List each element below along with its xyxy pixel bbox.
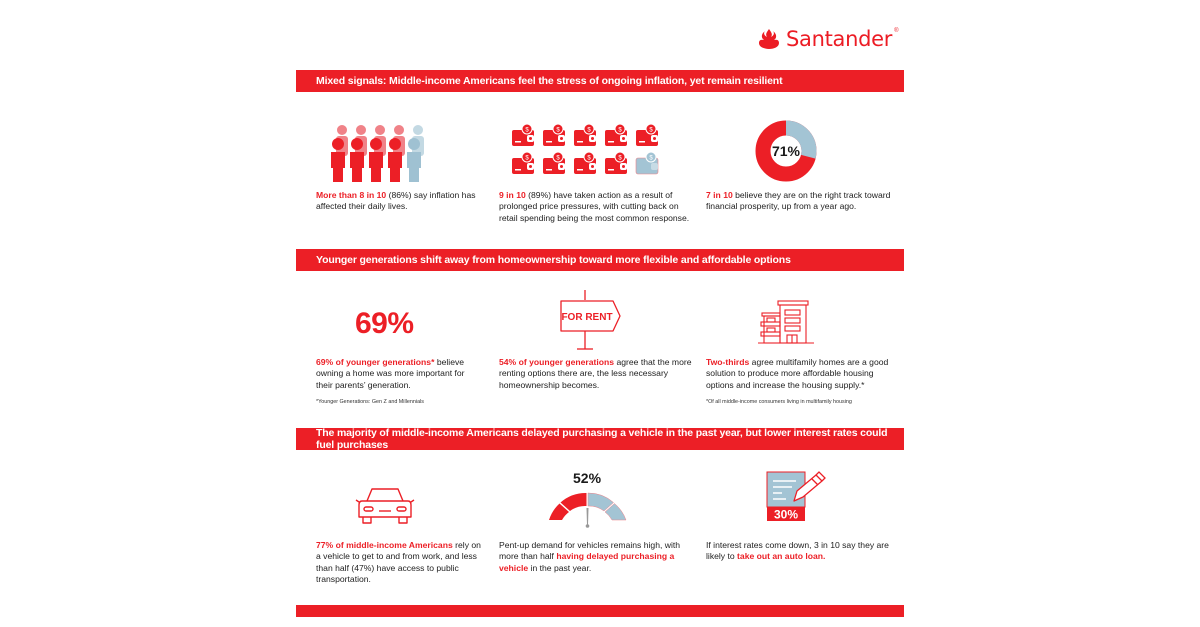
wallet-icon: $ $	[512, 124, 659, 175]
stat-vehicle-reliance: 77% of middle-income Americans rely on a…	[316, 540, 481, 584]
footnote-multifamily: *Of all middle-income consumers living i…	[706, 399, 852, 405]
stat-inflation-daily-lives: More than 8 in 10 (86%) say inflation ha…	[316, 190, 476, 212]
svg-text:30%: 30%	[774, 508, 798, 522]
stat-pent-up-demand: Pent-up demand for vehicles remains high…	[499, 540, 681, 573]
stat-financial-prosperity: 7 in 10 believe they are on the right tr…	[706, 190, 891, 212]
bottom-bar	[296, 605, 904, 617]
section-banner-homeownership: Younger generations shift away from home…	[296, 249, 904, 271]
section-banner-inflation: Mixed signals: Middle-income Americans f…	[296, 70, 904, 92]
svg-text:FOR RENT: FOR RENT	[561, 312, 612, 323]
flame-icon	[759, 29, 779, 49]
apartment-building-icon	[758, 300, 814, 344]
donut-chart-icon: 71%	[755, 120, 817, 182]
gauge-value: 52%	[573, 470, 602, 486]
car-icon	[355, 488, 415, 524]
registered-mark: ®	[894, 28, 899, 34]
for-rent-sign-icon: FOR RENT	[560, 290, 621, 350]
gauge-icon	[549, 492, 627, 528]
section-banner-vehicles: The majority of middle-income Americans …	[296, 427, 904, 451]
stat-renting-options: 54% of younger generations agree that th…	[499, 357, 692, 390]
brand-name: Santander	[786, 27, 893, 51]
stat-auto-loan: If interest rates come down, 3 in 10 say…	[706, 540, 889, 562]
santander-logo: Santander ®	[757, 27, 902, 51]
loan-document-icon: 30%	[766, 471, 826, 522]
stat-price-pressure-action: 9 in 10 (89%) have taken action as a res…	[499, 190, 690, 223]
stat-multifamily-homes: Two-thirds agree multifamily homes are a…	[706, 357, 889, 390]
people-icon	[331, 125, 424, 182]
footnote-younger-generations: *Younger Generations: Gen Z and Millenni…	[316, 399, 424, 405]
big-number-69: 69%	[355, 307, 414, 340]
svg-text:71%: 71%	[772, 143, 801, 159]
stat-younger-homeowning: 69% of younger generations* believe owni…	[316, 357, 465, 390]
